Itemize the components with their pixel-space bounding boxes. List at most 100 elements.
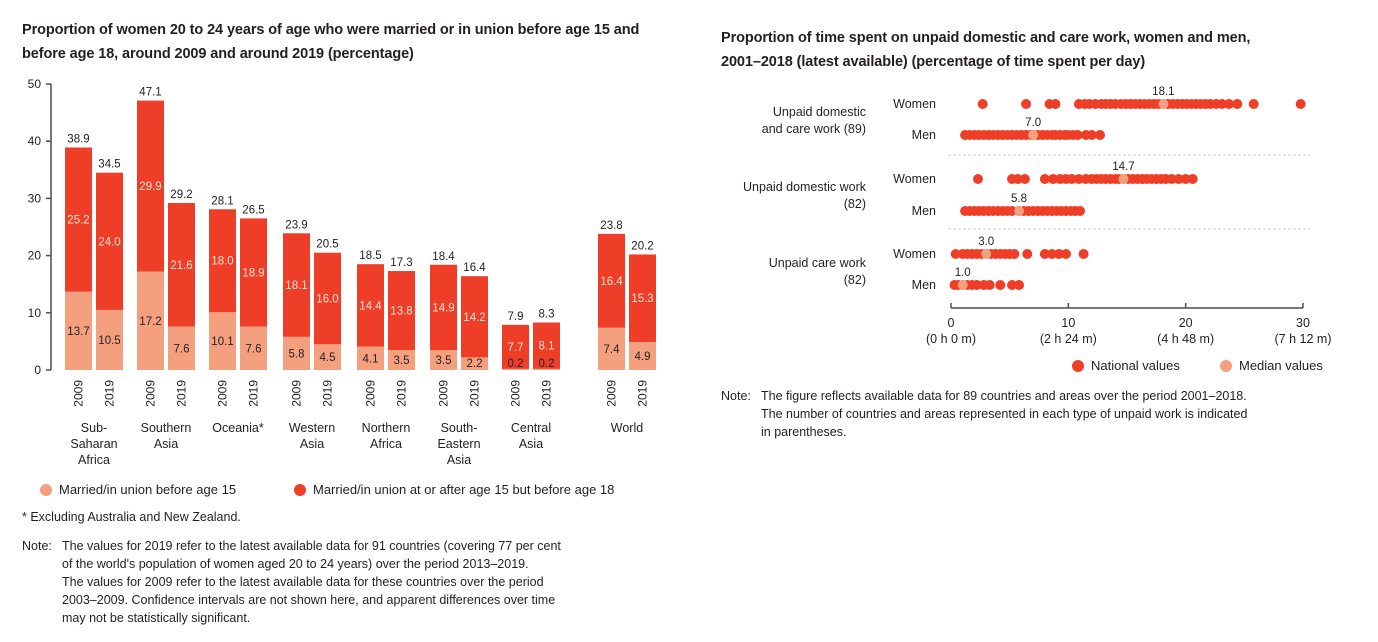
bar-segment-label-15to18: 16.4 <box>600 276 623 288</box>
x-group-label: Sub- <box>81 421 107 435</box>
unpaid-work-dot-plot: Unpaid domestic and care work (89) Women 18… <box>743 86 1332 346</box>
bar-segment-label-before15: 10.5 <box>98 335 120 347</box>
national-value-dot <box>1224 99 1235 109</box>
category-label: Unpaid care work <box>769 256 867 270</box>
x-group-label: Asia <box>300 437 324 451</box>
bar-segment-15to18 <box>314 252 341 345</box>
bar-segment-15to18 <box>388 271 415 350</box>
bar-segment-before15 <box>533 368 560 370</box>
bar-total-label: 29.2 <box>170 189 192 201</box>
national-value-dot <box>995 280 1006 290</box>
sex-label: Men <box>912 204 936 218</box>
national-value-dot <box>1009 249 1020 259</box>
x-group-label: Saharan <box>70 437 117 451</box>
bar-segment-label-before15: 2.2 <box>467 358 483 370</box>
x-year-label: 2019 <box>468 380 482 407</box>
bar-segment-label-before15: 3.5 <box>436 355 452 367</box>
bar-segment-label-before15: 4.5 <box>320 352 336 364</box>
legend-label-national: National values <box>1091 358 1180 373</box>
national-value-dot <box>1012 174 1023 184</box>
bar-segment-label-before15: 7.4 <box>604 344 621 356</box>
bar-total-label: 47.1 <box>139 87 161 99</box>
national-value-dot <box>1060 249 1071 259</box>
bar-total-label: 8.3 <box>539 309 555 321</box>
x-year-label: 2019 <box>636 380 650 407</box>
x-tick-sublabel: (7 h 12 m) <box>1275 332 1332 346</box>
bar-segment-before15 <box>357 346 384 370</box>
bar-segment-label-15to18: 24.0 <box>98 236 120 248</box>
sex-label: Women <box>893 172 936 186</box>
x-year-label: 2019 <box>103 380 117 407</box>
x-tick-sublabel: (0 h 0 m) <box>926 332 976 346</box>
national-value-dot <box>1073 174 1084 184</box>
bar-segment-label-15to18: 8.1 <box>539 341 555 353</box>
category-label: and care work (89) <box>762 122 866 136</box>
bar-segment-before15 <box>388 349 415 370</box>
bar-segment-15to18 <box>240 218 267 327</box>
y-tick-label: 30 <box>28 191 42 205</box>
note-label: Note: <box>721 389 751 403</box>
note-line: 2003–2009. Confidence intervals are not … <box>62 593 556 607</box>
bar-segment-15to18 <box>502 324 529 369</box>
x-year-label: 2009 <box>605 380 619 407</box>
note-line: The values for 2009 refer to the latest … <box>62 575 544 589</box>
national-value-dot <box>1053 249 1064 259</box>
x-group-label: Asia <box>447 453 471 467</box>
median-value-dot <box>1158 99 1169 109</box>
x-group-label: Eastern <box>437 437 480 451</box>
bar-total-label: 18.5 <box>359 250 381 262</box>
bar-segment-before15 <box>65 291 92 370</box>
bar-segment-label-before15: 4.1 <box>363 353 379 365</box>
national-value-dot <box>1039 174 1050 184</box>
national-value-dot <box>1019 174 1030 184</box>
note-label: Note: <box>22 539 52 553</box>
national-value-dot <box>1187 174 1198 184</box>
note-line: The values for 2019 refer to the latest … <box>62 539 561 553</box>
right-chart-note: Note: The figure reflects available data … <box>721 387 1341 441</box>
median-value-label: 3.0 <box>978 236 994 248</box>
national-value-dot <box>1046 249 1057 259</box>
bar-segment-15to18 <box>598 233 625 328</box>
note-line: may not be statistically significant. <box>62 611 251 625</box>
sex-label: Men <box>912 128 936 142</box>
x-tick-label: 30 <box>1296 316 1310 330</box>
legend-swatch-median <box>1220 359 1232 372</box>
x-group-label: Central <box>511 421 551 435</box>
bar-segment-label-before15: 10.1 <box>211 336 233 348</box>
median-value-label: 18.1 <box>1152 86 1174 98</box>
marriage-bar-chart: 0 10 20 30 40 50 38.9 25.2 13.7 2009 34.5 24.0 10.5 2… <box>28 77 656 467</box>
bar-segment-label-15to18: 14.9 <box>432 302 454 314</box>
bar-segment-before15 <box>598 327 625 370</box>
sex-label: Women <box>893 97 936 111</box>
bar-segment-label-before15: 13.7 <box>67 326 89 338</box>
bar-segment-before15 <box>168 326 195 370</box>
bar-segment-label-15to18: 13.8 <box>390 306 412 318</box>
x-group-label: Africa <box>370 437 402 451</box>
x-year-label: 2019 <box>175 380 189 407</box>
legend-item-median: Median values <box>1220 358 1323 373</box>
legend-item-national: National values <box>1072 358 1180 373</box>
left-chart-title: Proportion of women 20 to 24 years of ag… <box>22 22 640 62</box>
bar-total-label: 17.3 <box>390 257 412 269</box>
bar-segment-15to18 <box>168 202 195 327</box>
bar-segment-before15 <box>240 326 267 370</box>
x-year-label: 2009 <box>144 380 158 407</box>
median-value-dot <box>957 280 968 290</box>
category-label: (82) <box>844 273 866 287</box>
bar-segment-before15 <box>629 341 656 370</box>
bar-segment-15to18 <box>137 100 164 272</box>
national-value-dot <box>1217 99 1228 109</box>
national-value-dot <box>984 280 995 290</box>
legend-item-15to18: Married/in union at or after age 15 but … <box>294 482 614 497</box>
bar-segment-label-15to18: 29.9 <box>139 181 161 193</box>
bar-total-label: 7.9 <box>508 311 524 323</box>
x-group-label: Southern <box>141 421 192 435</box>
x-group-label: Africa <box>78 453 110 467</box>
national-value-dot <box>1232 99 1243 109</box>
x-tick-label: 10 <box>1061 316 1075 330</box>
bar-segment-label-before15: 3.5 <box>394 355 410 367</box>
median-value-dot <box>1014 206 1025 216</box>
x-year-label: 2009 <box>437 380 451 407</box>
y-tick-label: 40 <box>28 134 42 148</box>
x-year-label: 2019 <box>247 380 261 407</box>
